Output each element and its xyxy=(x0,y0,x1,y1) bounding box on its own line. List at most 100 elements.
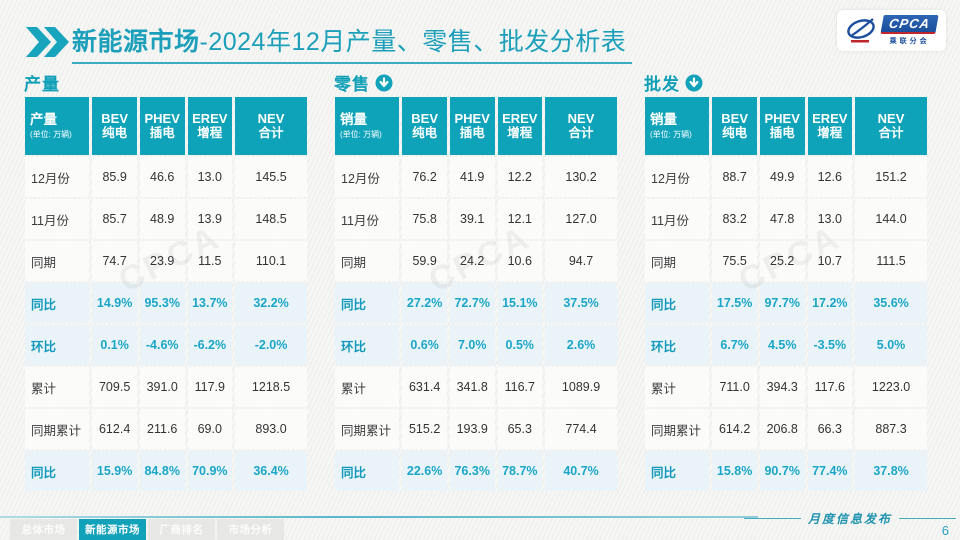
column-header: NEV 合计 xyxy=(545,97,617,155)
table-cell: 77.4% xyxy=(807,451,853,491)
table-cell: 32.2% xyxy=(235,283,307,323)
table-cell: 12.1 xyxy=(497,199,543,239)
table-row: 累计 711.0 394.3 117.6 1223.0 xyxy=(645,367,927,407)
table-cell: 1223.0 xyxy=(855,367,927,407)
table-cell: 70.9% xyxy=(187,451,233,491)
table-cell: 95.3% xyxy=(139,283,185,323)
table-row: 同期 74.7 23.9 11.5 110.1 xyxy=(25,241,307,281)
table-cell: 148.5 xyxy=(235,199,307,239)
table-cell: 12.2 xyxy=(497,157,543,197)
table-cell: 12.6 xyxy=(807,157,853,197)
table-cell: 24.2 xyxy=(449,241,495,281)
wholesale-section-title: 批发 xyxy=(644,75,680,94)
column-header: EREV 增程 xyxy=(497,97,543,155)
table-cell: 0.6% xyxy=(402,325,447,365)
corner-header: 产量 (单位: 万辆) xyxy=(25,97,90,155)
table-cell: 5.0% xyxy=(855,325,927,365)
table-cell: 39.1 xyxy=(449,199,495,239)
table-row: 同期累计 612.4 211.6 69.0 893.0 xyxy=(25,409,307,449)
circle-down-arrow-icon xyxy=(685,74,703,91)
row-label: 同期 xyxy=(335,241,400,281)
page-title: 新能源市场-2024年12月产量、零售、批发分析表 xyxy=(72,22,633,64)
table-cell: 15.9% xyxy=(92,451,137,491)
table-cell: 211.6 xyxy=(139,409,185,449)
table-cell: 13.9 xyxy=(187,199,233,239)
table-row: 同期累计 515.2 193.9 65.3 774.4 xyxy=(335,409,617,449)
column-header: BEV 纯电 xyxy=(92,97,137,155)
production-table: 产量 (单位: 万辆) BEV 纯电 PHEV 插电 EREV 增程 NEV 合计 12月份 85.9… xyxy=(22,95,310,493)
row-label: 同期 xyxy=(25,241,90,281)
table-cell: 13.0 xyxy=(807,199,853,239)
table-cell: 13.0 xyxy=(187,157,233,197)
row-label: 环比 xyxy=(645,325,710,365)
row-label: 同期 xyxy=(645,241,710,281)
table-cell: 36.4% xyxy=(235,451,307,491)
column-header: PHEV 插电 xyxy=(759,97,805,155)
table-cell: 127.0 xyxy=(545,199,617,239)
table-cell: 76.2 xyxy=(402,157,447,197)
table-row: 11月份 85.7 48.9 13.9 148.5 xyxy=(25,199,307,239)
table-cell: 391.0 xyxy=(139,367,185,407)
table-row: 同比 14.9% 95.3% 13.7% 32.2% xyxy=(25,283,307,323)
retail-section-title: 零售 xyxy=(334,75,370,94)
table-row: 同比 27.2% 72.7% 15.1% 37.5% xyxy=(335,283,617,323)
column-header: NEV 合计 xyxy=(235,97,307,155)
tab-overall-market[interactable]: 总体市场 xyxy=(10,519,77,540)
table-row: 11月份 83.2 47.8 13.0 144.0 xyxy=(645,199,927,239)
column-header: EREV 增程 xyxy=(187,97,233,155)
tab-market-analysis[interactable]: 市场分析 xyxy=(217,519,284,540)
caption-right-line xyxy=(899,517,957,519)
footer-divider xyxy=(0,516,758,518)
row-label: 同比 xyxy=(25,283,90,323)
corner-header: 销量 (单位: 万辆) xyxy=(335,97,400,155)
table-row: 12月份 88.7 49.9 12.6 151.2 xyxy=(645,157,927,197)
row-label: 同比 xyxy=(335,283,400,323)
table-row: 12月份 85.9 46.6 13.0 145.5 xyxy=(25,157,307,197)
table-cell: 35.6% xyxy=(855,283,927,323)
table-cell: 37.5% xyxy=(545,283,617,323)
column-header: EREV 增程 xyxy=(807,97,853,155)
column-header: BEV 纯电 xyxy=(402,97,447,155)
table-cell: 1218.5 xyxy=(235,367,307,407)
row-label: 同期累计 xyxy=(25,409,90,449)
tab-nev-market[interactable]: 新能源市场 xyxy=(79,519,146,540)
table-cell: 612.4 xyxy=(92,409,137,449)
table-cell: 1089.9 xyxy=(545,367,617,407)
table-cell: -4.6% xyxy=(139,325,185,365)
table-row: 累计 709.5 391.0 117.9 1218.5 xyxy=(25,367,307,407)
table-cell: 15.8% xyxy=(712,451,757,491)
table-row: 同比 17.5% 97.7% 17.2% 35.6% xyxy=(645,283,927,323)
row-label: 累计 xyxy=(335,367,400,407)
table-cell: 341.8 xyxy=(449,367,495,407)
table-cell: 22.6% xyxy=(402,451,447,491)
table-cell: 90.7% xyxy=(759,451,805,491)
table-cell: 614.2 xyxy=(712,409,757,449)
table-cell: 709.5 xyxy=(92,367,137,407)
table-cell: 711.0 xyxy=(712,367,757,407)
cpca-logo: CPCA 乘联分会 xyxy=(837,10,946,51)
table-cell: 145.5 xyxy=(235,157,307,197)
page-title-highlight: 新能源市场 xyxy=(72,28,200,56)
data-table: 产量 (单位: 万辆) BEV 纯电 PHEV 插电 EREV 增程 NEV 合计 12月份 85.9… xyxy=(22,95,310,493)
table-cell: 40.7% xyxy=(545,451,617,491)
table-cell: 110.1 xyxy=(235,241,307,281)
table-row: 同期 59.9 24.2 10.6 94.7 xyxy=(335,241,617,281)
row-label: 同期累计 xyxy=(335,409,400,449)
page-title-rest: -2024年12月产量、零售、批发分析表 xyxy=(199,28,627,56)
double-chevron-right-icon xyxy=(26,27,69,57)
table-cell: 25.2 xyxy=(759,241,805,281)
tab-oem-ranking[interactable]: 厂商排名 xyxy=(148,519,215,540)
table-cell: 117.9 xyxy=(187,367,233,407)
table-cell: 85.9 xyxy=(92,157,137,197)
table-row: 环比 0.6% 7.0% 0.5% 2.6% xyxy=(335,325,617,365)
retail-table: 销量 (单位: 万辆) BEV 纯电 PHEV 插电 EREV 增程 NEV 合计 12月份 76.2… xyxy=(332,95,620,493)
page-number: 6 xyxy=(941,523,949,538)
table-cell: 893.0 xyxy=(235,409,307,449)
row-label: 同比 xyxy=(25,451,90,491)
table-cell: 46.6 xyxy=(139,157,185,197)
row-label: 12月份 xyxy=(25,157,90,197)
circle-down-arrow-icon xyxy=(375,74,393,91)
table-cell: 13.7% xyxy=(187,283,233,323)
table-cell: 41.9 xyxy=(449,157,495,197)
production-section: 产量 产量 (单位: 万辆) BEV 纯电 PHEV 插电 EREV 增程 NEV 合计 12月份 8… xyxy=(22,70,310,493)
